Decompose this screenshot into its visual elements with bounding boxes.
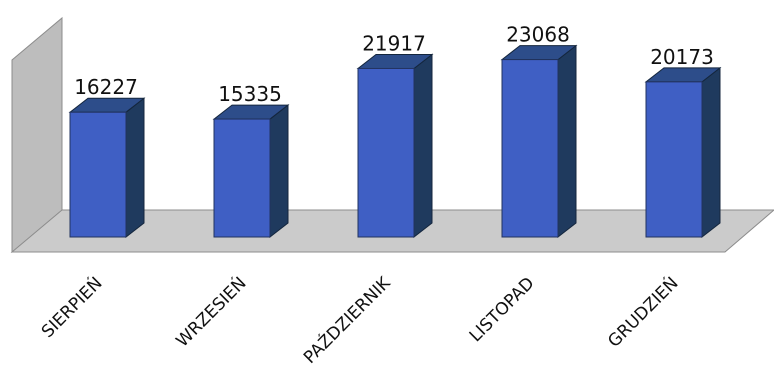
bar-side-face — [557, 44, 577, 239]
bar-5 — [644, 66, 722, 239]
bar-front-face — [69, 111, 127, 238]
bar-front-face — [357, 67, 415, 238]
bar-front-face — [501, 59, 559, 238]
data-label: 16227 — [74, 75, 138, 99]
category-label: GRUDZIEŃ — [603, 272, 683, 352]
bar-2 — [212, 104, 290, 239]
category-label: PAŹDZIERNIK — [299, 271, 396, 368]
bar-side-face — [701, 66, 721, 239]
bar-front-face — [645, 81, 703, 238]
category-labels-group: SIERPIEŃ WRZESIEŃ PAŹDZIERNIK LISTOPAD GRUDZ… — [36, 271, 682, 368]
bar-side-face — [269, 104, 289, 239]
bars-group — [68, 44, 722, 239]
data-label: 15335 — [218, 82, 282, 106]
bar-side-face — [125, 97, 145, 239]
data-labels-group: 16227 15335 21917 23068 20173 — [74, 23, 714, 106]
data-label: 23068 — [506, 23, 570, 47]
bar-front-face — [213, 118, 271, 238]
bar-side-face — [413, 53, 433, 239]
data-label: 21917 — [362, 31, 426, 55]
bar-4 — [500, 44, 578, 239]
bar-1 — [68, 97, 146, 239]
category-label: SIERPIEŃ — [36, 272, 106, 342]
data-label: 20173 — [650, 45, 714, 69]
category-label: LISTOPAD — [466, 273, 539, 346]
bar-3 — [356, 53, 434, 239]
category-label: WRZESIEŃ — [171, 272, 250, 351]
